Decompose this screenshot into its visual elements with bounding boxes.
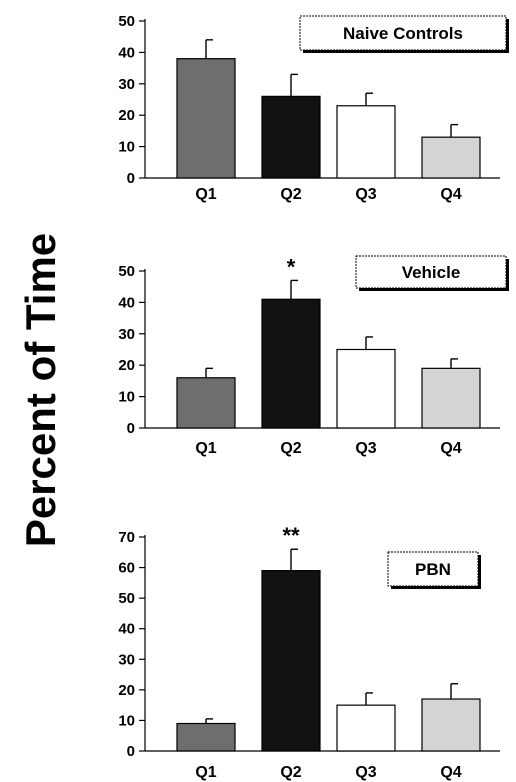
y-tick-label: 70 xyxy=(118,529,135,546)
category-label: Q4 xyxy=(440,186,461,203)
category-label: Q3 xyxy=(355,764,376,781)
significance-marker: * xyxy=(287,254,296,279)
y-tick-label: 20 xyxy=(118,357,135,374)
panel-title: PBN xyxy=(415,560,451,579)
y-tick-label: 50 xyxy=(118,590,135,607)
y-tick-label: 10 xyxy=(118,712,135,729)
bar-q1 xyxy=(176,722,236,752)
y-tick-label: 20 xyxy=(118,107,135,124)
bar-q4 xyxy=(421,136,481,179)
y-tick-label: 10 xyxy=(118,389,135,406)
panel-title: Vehicle xyxy=(402,263,461,282)
category-label: Q2 xyxy=(280,764,301,781)
y-tick-label: 60 xyxy=(118,560,135,577)
category-label: Q2 xyxy=(280,440,301,457)
y-tick-label: 50 xyxy=(118,13,135,30)
bar-q1 xyxy=(176,58,236,179)
bar-q3 xyxy=(336,348,396,429)
panel-2: 0 10 20 30 40 50 Q1 Q2 * Q3 Q4 Vehicle xyxy=(118,254,509,457)
y-tick-label: 30 xyxy=(118,651,135,668)
category-label: Q2 xyxy=(280,186,301,203)
category-label: Q3 xyxy=(355,440,376,457)
y-axis-label: Percent of Time xyxy=(17,233,64,547)
y-tick-label: 50 xyxy=(118,263,135,280)
panel-3: 0 10 20 30 40 50 60 70 Q1 Q2 ** Q3 Q4 PBN xyxy=(118,523,500,781)
bar-q2 xyxy=(261,570,321,752)
bar-q4 xyxy=(421,698,481,752)
legend-box xyxy=(355,255,507,289)
legend-box xyxy=(299,15,507,51)
bar-q2 xyxy=(261,298,321,429)
bar-q3 xyxy=(336,105,396,179)
y-tick-label: 40 xyxy=(118,44,135,61)
y-tick-label: 0 xyxy=(127,743,135,760)
y-tick-label: 30 xyxy=(118,76,135,93)
bar-q3 xyxy=(336,704,396,752)
y-tick-label: 20 xyxy=(118,682,135,699)
y-tick-label: 40 xyxy=(118,294,135,311)
category-label: Q4 xyxy=(440,764,461,781)
significance-marker: ** xyxy=(282,523,300,548)
y-tick-label: 30 xyxy=(118,326,135,343)
y-tick-label: 0 xyxy=(127,170,135,187)
bar-q4 xyxy=(421,367,481,429)
bar-q2 xyxy=(261,95,321,179)
y-tick-label: 40 xyxy=(118,621,135,638)
panel-title: Naive Controls xyxy=(343,24,463,43)
category-label: Q1 xyxy=(195,764,216,781)
y-tick-label: 10 xyxy=(118,139,135,156)
y-tick-label: 0 xyxy=(127,420,135,437)
category-label: Q3 xyxy=(355,186,376,203)
category-label: Q4 xyxy=(440,440,461,457)
category-label: Q1 xyxy=(195,440,216,457)
legend-box xyxy=(387,551,479,587)
panels: 0 10 20 30 40 50 Q1 Q2 Q3 Q4 Naive Controls 0 10 20 30… xyxy=(118,13,509,781)
bar-q1 xyxy=(176,377,236,429)
category-label: Q1 xyxy=(195,186,216,203)
panel-1: 0 10 20 30 40 50 Q1 Q2 Q3 Q4 Naive Controls xyxy=(118,13,509,203)
